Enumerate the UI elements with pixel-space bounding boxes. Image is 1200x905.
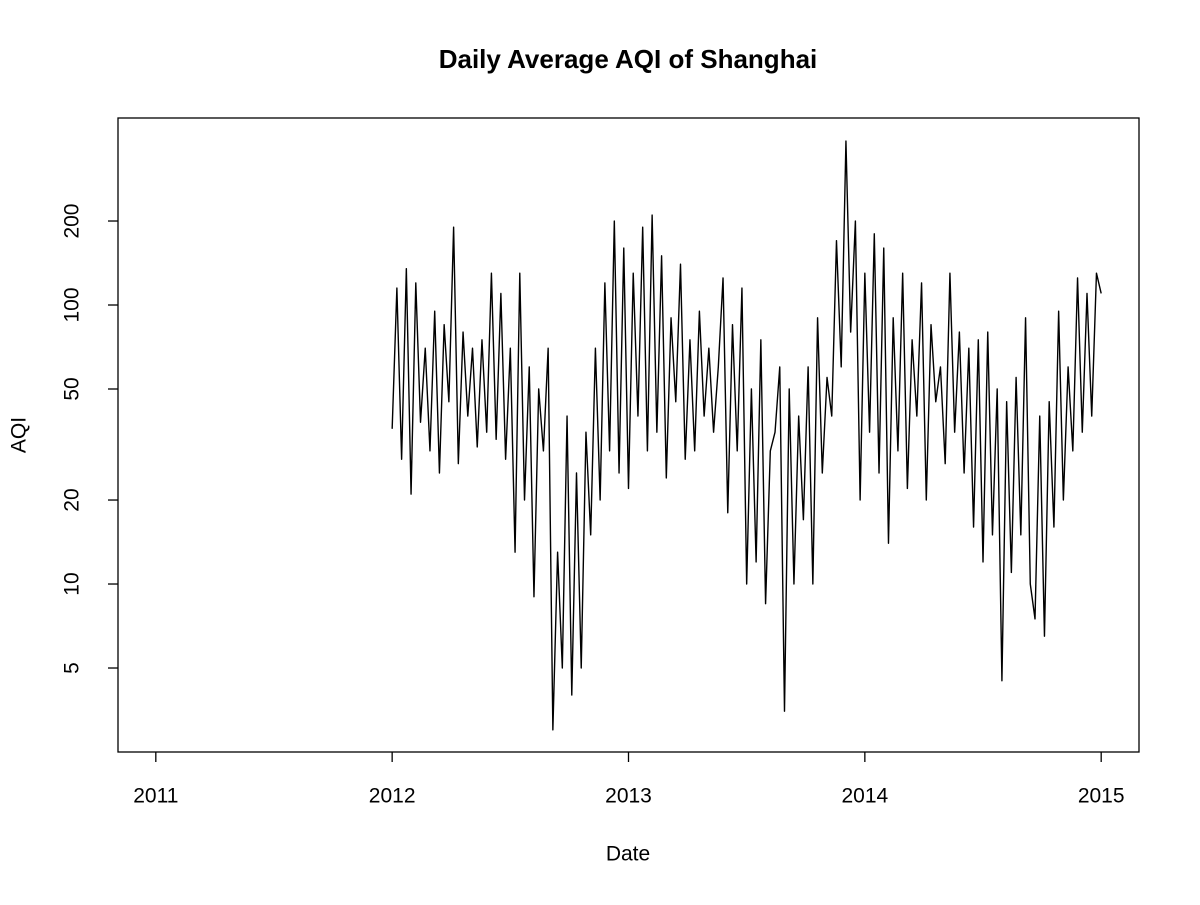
x-tick-label: 2015	[1078, 785, 1125, 808]
chart-title: Daily Average AQI of Shanghai	[439, 44, 818, 74]
y-axis-label: AQI	[8, 417, 31, 453]
y-tick-label: 100	[61, 287, 84, 322]
x-tick-label: 2012	[369, 785, 416, 808]
y-tick-label: 20	[61, 488, 84, 511]
y-tick-label: 5	[61, 662, 84, 674]
x-tick-label: 2011	[133, 785, 178, 808]
x-tick-label: 2014	[841, 785, 888, 808]
y-tick-label: 10	[61, 572, 84, 595]
y-tick-label: 50	[61, 377, 84, 400]
x-tick-label: 2013	[605, 785, 652, 808]
x-axis-label: Date	[606, 843, 650, 866]
y-tick-label: 200	[61, 203, 84, 238]
data-line	[391, 140, 1102, 731]
